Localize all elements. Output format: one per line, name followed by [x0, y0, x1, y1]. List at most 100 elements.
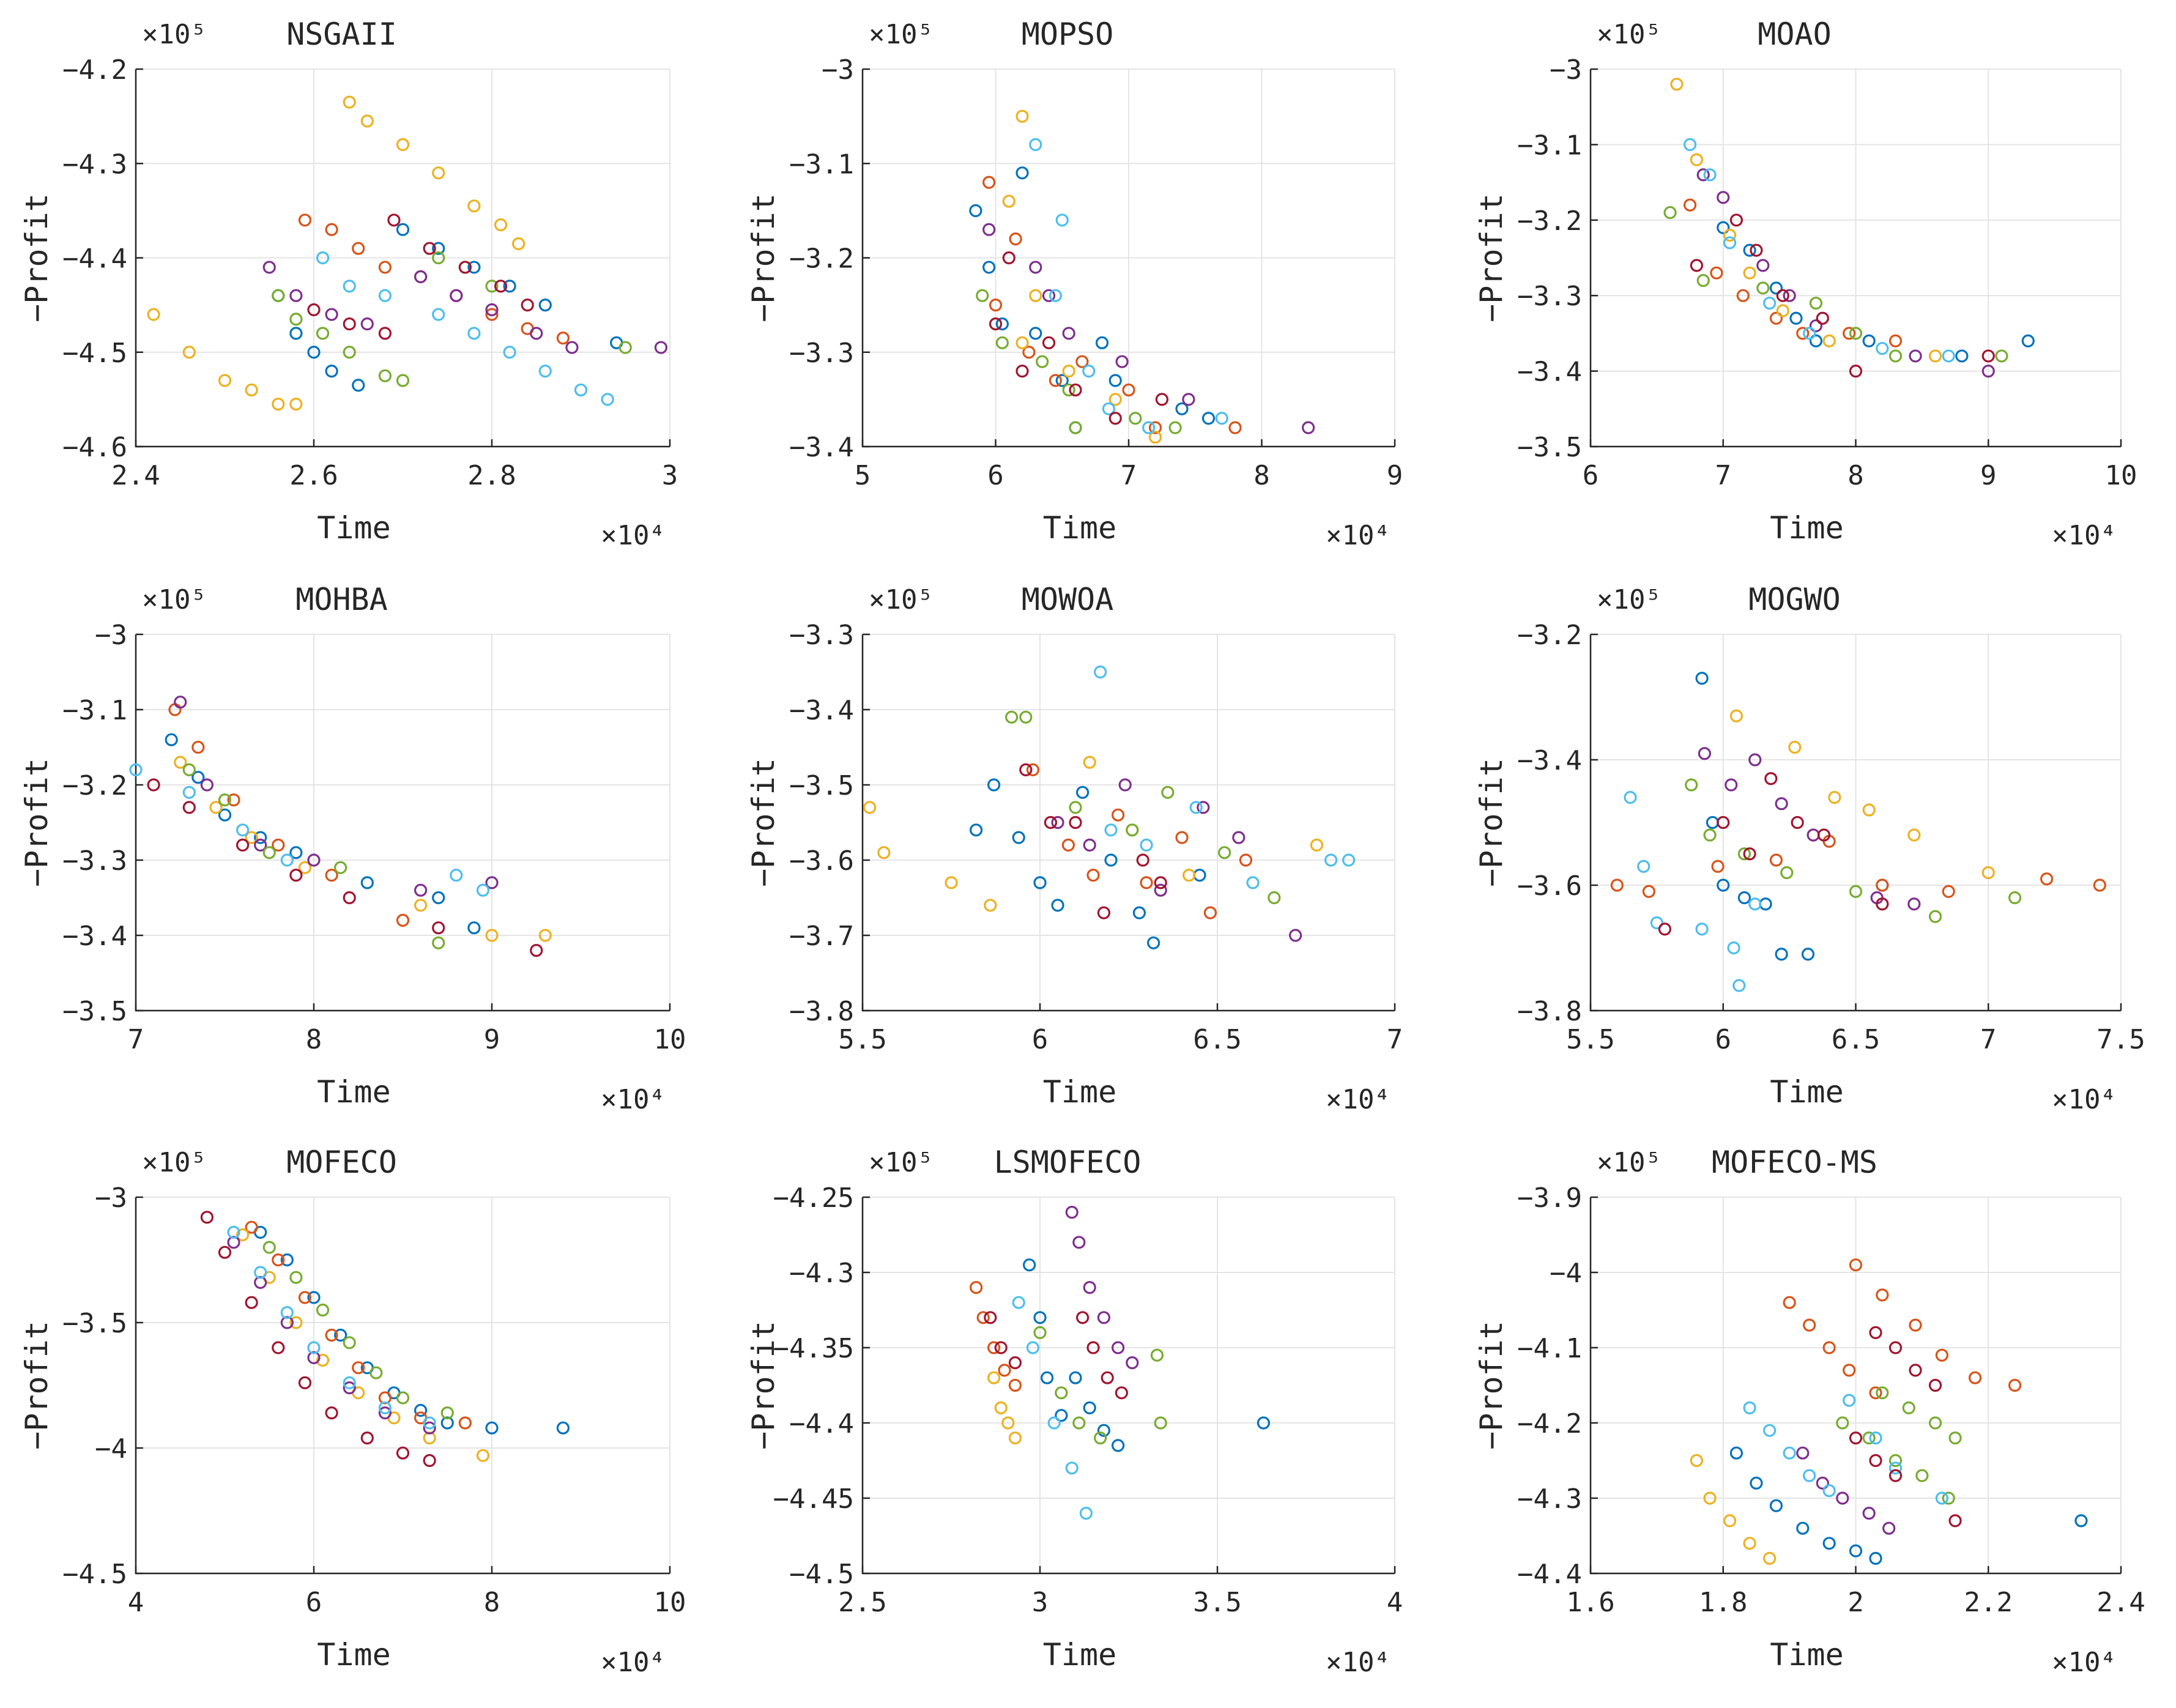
- subplot-mofeco-ms: 1.6 1.8 2 2.2 2.4 −3.9 −4 −4.1 −4.2 −4.3 −4.4 MOFEC…: [1474, 1145, 2145, 1678]
- data-point: [1289, 929, 1302, 942]
- series-3: [1670, 78, 1942, 363]
- data-point: [1809, 296, 1823, 310]
- x-tick-label: 7: [1715, 460, 1732, 491]
- data-point: [1642, 885, 1655, 898]
- data-point: [280, 1253, 294, 1267]
- data-point: [1049, 374, 1062, 387]
- y-tick-label: −4.1: [1517, 1333, 1582, 1364]
- data-point: [1101, 1371, 1114, 1384]
- x-tick-label: 1.6: [1566, 1587, 1614, 1618]
- data-point: [129, 763, 143, 777]
- x-tick-label: 8: [484, 1587, 500, 1618]
- series-5: [1663, 206, 2008, 363]
- data-point: [1086, 868, 1100, 882]
- data-point: [1869, 1386, 1882, 1400]
- data-point: [307, 1291, 321, 1304]
- series-5: [1685, 778, 2022, 923]
- series-2: [298, 214, 570, 345]
- y-axis-label: −Profit: [1474, 758, 1509, 887]
- data-point: [863, 801, 877, 814]
- series-6: [1743, 1394, 1948, 1505]
- data-point: [1097, 1424, 1111, 1437]
- y-tick-label: −4: [1550, 1258, 1582, 1289]
- series-6: [227, 1225, 436, 1430]
- data-point: [1796, 1521, 1810, 1535]
- data-point: [1095, 336, 1109, 349]
- x-axis-label: Time: [317, 1074, 390, 1110]
- data-point: [1040, 1371, 1054, 1384]
- data-point: [414, 883, 428, 897]
- data-point: [1155, 393, 1168, 406]
- data-point: [1108, 412, 1122, 425]
- x-axis-label: Time: [1770, 510, 1843, 546]
- data-point: [1807, 828, 1820, 842]
- data-point: [1888, 1341, 1903, 1354]
- data-point: [494, 218, 508, 232]
- series-4: [1065, 1205, 1139, 1370]
- data-point: [485, 929, 499, 942]
- y-tick-label: −3.1: [1517, 130, 1582, 161]
- x-tick-label: 10: [654, 1587, 686, 1618]
- y-exponent-label: ×10⁵: [142, 19, 207, 50]
- data-point: [272, 838, 285, 852]
- y-tick-label: −3.2: [62, 770, 127, 801]
- series-5: [976, 289, 1182, 434]
- data-point: [1093, 1431, 1107, 1445]
- data-point: [1140, 876, 1153, 889]
- x-tick-label: 6: [306, 1587, 322, 1618]
- data-point: [485, 308, 499, 321]
- data-point: [1637, 860, 1651, 873]
- data-point: [1051, 815, 1064, 830]
- data-point: [254, 831, 267, 844]
- data-point: [1201, 412, 1216, 425]
- data-point: [565, 341, 579, 354]
- series-6: [129, 763, 490, 897]
- y-tick-label: −4.4: [62, 243, 127, 275]
- data-point: [512, 237, 525, 250]
- data-point: [1102, 402, 1115, 415]
- data-point: [1002, 251, 1016, 265]
- data-point: [1690, 259, 1703, 272]
- x-exponent-label: ×10⁴: [601, 1084, 666, 1115]
- data-point: [1154, 876, 1167, 889]
- series-4: [1051, 778, 1302, 942]
- data-point: [969, 204, 982, 217]
- data-point: [1769, 311, 1783, 325]
- x-tick-label: 8: [1253, 460, 1270, 491]
- series-3: [1690, 1454, 1777, 1565]
- data-point: [1783, 1446, 1796, 1460]
- data-point: [1723, 236, 1737, 250]
- series-1: [1695, 672, 1889, 961]
- data-point: [1342, 853, 1356, 867]
- data-point: [982, 261, 996, 274]
- y-tick-label: −3.4: [1517, 357, 1582, 388]
- data-point: [1869, 1551, 1882, 1565]
- x-tick-label: 7: [1387, 1024, 1403, 1055]
- data-point: [272, 289, 285, 302]
- data-point: [325, 364, 338, 378]
- data-point: [280, 853, 294, 867]
- y-axis-label: −Profit: [19, 758, 54, 887]
- data-point: [1033, 876, 1047, 889]
- data-point: [574, 383, 588, 397]
- y-tick-label: −4.2: [62, 54, 127, 86]
- data-point: [200, 778, 214, 792]
- data-point: [1737, 847, 1751, 861]
- subplot-title: MOPSO: [1022, 17, 1114, 52]
- data-point: [1168, 421, 1182, 434]
- data-point: [450, 868, 463, 882]
- data-point: [182, 346, 196, 359]
- x-tick-label: 6: [987, 460, 1004, 491]
- data-point: [987, 1341, 1001, 1354]
- data-point: [280, 1316, 294, 1329]
- data-point: [1710, 266, 1723, 280]
- y-tick-label: −3: [95, 1183, 127, 1214]
- data-point: [1725, 778, 1738, 792]
- data-point: [1061, 838, 1075, 852]
- axes-lines: [861, 1197, 1395, 1575]
- data-point: [1203, 906, 1217, 919]
- data-point: [601, 393, 614, 406]
- data-point: [432, 251, 445, 265]
- data-point: [378, 1391, 392, 1405]
- subplot-mofeco: 4 6 8 10 −3 −3.5 −4 −4.5 MOFECO ×10⁵ ×10⁴ Time −Prof…: [19, 1145, 686, 1678]
